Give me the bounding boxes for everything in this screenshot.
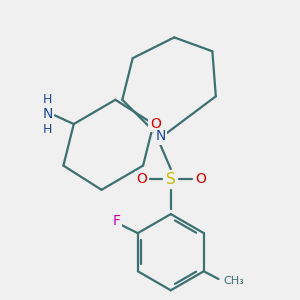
Text: N: N — [43, 106, 53, 121]
Text: CH₃: CH₃ — [224, 276, 244, 286]
Text: O: O — [150, 117, 160, 131]
Text: H: H — [43, 123, 52, 136]
Text: N: N — [155, 129, 166, 143]
Text: H: H — [43, 93, 52, 106]
Text: O: O — [195, 172, 206, 186]
Text: O: O — [136, 172, 147, 186]
Text: S: S — [166, 172, 176, 187]
Text: F: F — [113, 214, 121, 228]
